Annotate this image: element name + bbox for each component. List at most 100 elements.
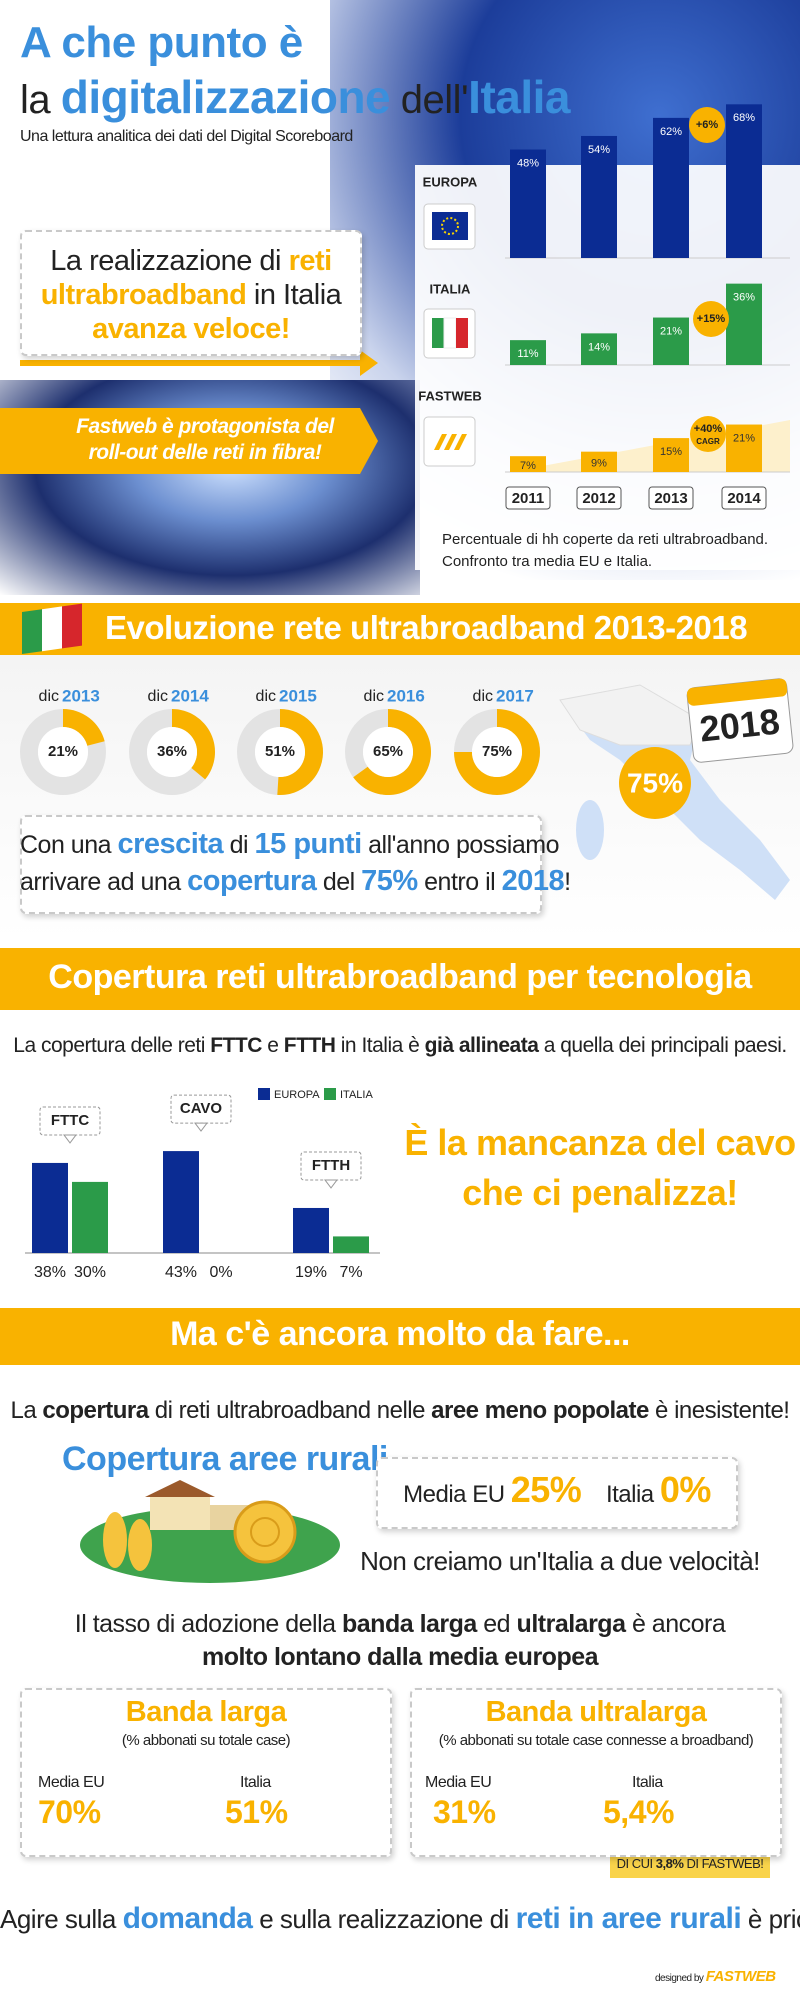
banner-title: Ma c'è ancora molto da fare... — [170, 1315, 630, 1353]
adoption-box — [410, 1688, 782, 1857]
legend-swatch — [258, 1088, 270, 1100]
text: di reti ultrabroadband nelle — [154, 1397, 426, 1424]
text: ! — [564, 868, 571, 896]
value-label: 51% — [265, 743, 295, 760]
category-label: FTTC — [51, 1112, 89, 1129]
value-label: 30% — [74, 1264, 106, 1281]
text: crescita — [117, 828, 224, 860]
donut-hole — [147, 727, 197, 777]
callout-pointer — [63, 1134, 77, 1144]
x-tick-label: 2014 — [727, 490, 761, 507]
growth-badge — [689, 107, 725, 143]
note: DI CUI 3,8% DI FASTWEB! — [610, 1856, 770, 1871]
bar — [653, 438, 689, 472]
value-label: 11% — [517, 348, 538, 360]
legend-swatch — [324, 1088, 336, 1100]
text: Agire sulla — [0, 1904, 116, 1934]
subtitle: Una lettura analitica dei dati del Digit… — [20, 128, 353, 145]
x-tick-label: 2013 — [654, 490, 687, 507]
text: avanza veloce! — [92, 313, 290, 345]
text: 75% — [361, 865, 418, 897]
bar — [726, 283, 762, 365]
box-subtitle: (% abbonati su totale case connesse a br… — [438, 1732, 754, 1749]
fastweb-logo — [423, 416, 476, 467]
year-box — [576, 486, 622, 510]
growth-text: Con una crescita di 15 punti all'anno po… — [20, 826, 571, 900]
year-box — [648, 486, 694, 510]
text: La — [10, 1397, 37, 1424]
annotation: +15% — [697, 313, 726, 325]
target-label: 75% — [627, 767, 683, 798]
value-label: 38% — [34, 1264, 66, 1281]
value: 25% — [510, 1469, 582, 1510]
category-label: 2016 — [387, 686, 425, 705]
text: a quella dei principali paesi. — [543, 1034, 788, 1057]
label: Italia — [632, 1774, 663, 1791]
category-prefix: dic — [148, 688, 168, 705]
category-prefix: dic — [39, 688, 59, 705]
callout-fastweb: Fastweb è protagonista del roll-out dell… — [76, 415, 334, 464]
value: 51% — [225, 1794, 288, 1830]
title-part: la — [20, 78, 51, 122]
value-label: 21% — [48, 743, 78, 760]
tech-intro: La copertura delle reti FTTC e FTTH in I… — [0, 1034, 800, 1058]
rural-title: Copertura aree rurali — [62, 1440, 388, 1478]
text: 15 punti — [254, 828, 363, 860]
donut-segment — [172, 709, 215, 780]
title-part: dell' — [400, 78, 469, 122]
text: copertura — [42, 1397, 149, 1424]
bar — [510, 149, 546, 258]
bar — [510, 456, 546, 472]
value-label: 48% — [517, 157, 539, 169]
text: DI FASTWEB! — [686, 1856, 764, 1871]
bar — [653, 317, 689, 365]
growth-box — [20, 815, 542, 914]
text: reti — [288, 245, 333, 277]
calendar-top — [687, 678, 788, 706]
growth-badge — [690, 416, 726, 452]
text: La copertura delle reti — [13, 1034, 205, 1057]
text: e — [267, 1034, 279, 1057]
value-label: 65% — [373, 743, 403, 760]
text: Con una — [20, 831, 112, 859]
text: arrivare ad una — [20, 868, 181, 896]
banner-title: Evoluzione rete ultrabroadband 2013-2018 — [105, 609, 748, 646]
value-label: 0% — [209, 1264, 232, 1281]
adoption-box — [20, 1688, 392, 1857]
value-label: 9% — [591, 458, 607, 470]
banner-title: Copertura reti ultrabroadband per tecnol… — [48, 958, 752, 996]
donut-segment — [277, 709, 324, 796]
x-tick-label: 2011 — [512, 490, 545, 507]
bar — [163, 1151, 199, 1253]
text: in Italia — [253, 279, 342, 311]
italy-flag — [423, 308, 476, 359]
text: entro il — [424, 868, 496, 896]
year-box — [721, 486, 767, 510]
banner — [0, 948, 800, 1010]
text: La realizzazione di — [50, 245, 281, 277]
bar — [726, 104, 762, 258]
bar — [333, 1236, 369, 1253]
text: già allineata — [424, 1034, 539, 1057]
value-label: 21% — [660, 325, 682, 337]
text: designed by — [655, 1973, 704, 1984]
farmhouse — [150, 1495, 210, 1530]
legend-label: ITALIA — [340, 1089, 373, 1101]
box-title: Banda ultralarga — [485, 1696, 707, 1728]
donut-segment — [454, 709, 540, 795]
title-part: Italia — [468, 71, 570, 123]
value-label: 68% — [733, 112, 755, 124]
text: FTTC — [210, 1034, 262, 1057]
text: di — [229, 831, 249, 859]
bar — [293, 1207, 329, 1253]
text: molto lontano dalla media europea — [201, 1643, 599, 1671]
rural-values: Media EU 25% Italia 0% — [376, 1464, 738, 1521]
category-label: 2015 — [279, 686, 317, 705]
label: Italia — [240, 1774, 271, 1791]
label: Media EU — [425, 1774, 492, 1791]
label: Media EU — [38, 1774, 105, 1791]
value-label: 19% — [295, 1264, 327, 1281]
value-label: 14% — [588, 341, 610, 353]
